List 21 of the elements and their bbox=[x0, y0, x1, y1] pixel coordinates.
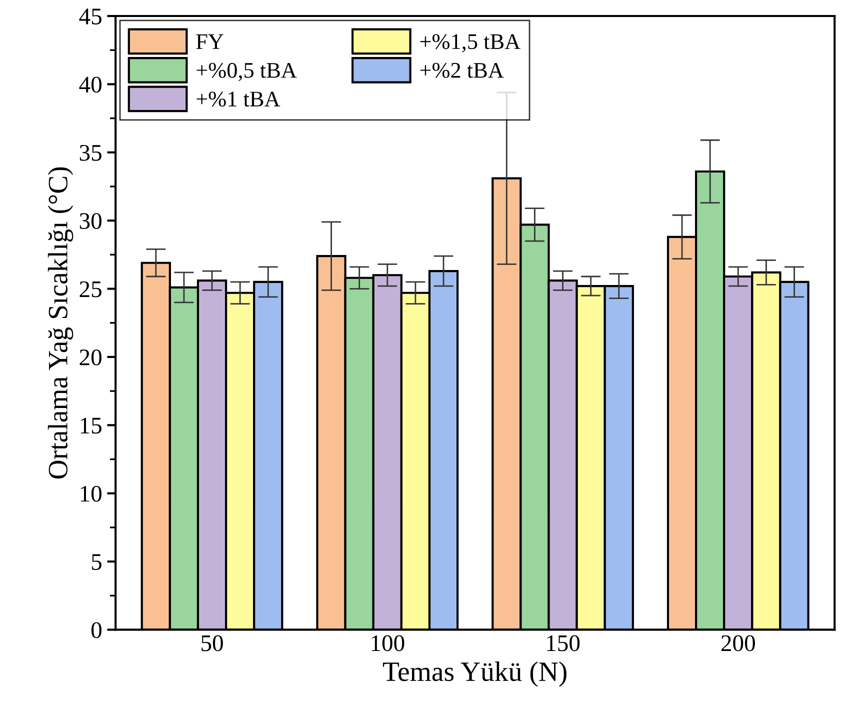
legend-label: +%2 tBA bbox=[420, 62, 504, 78]
x-axis-title: Temas Yükü (N) bbox=[382, 662, 566, 687]
y-tick-label: 45 bbox=[79, 8, 102, 24]
y-tick-label: 30 bbox=[80, 213, 102, 230]
y-tick-label: 20 bbox=[80, 349, 102, 366]
x-tick-label: 100 bbox=[372, 635, 404, 652]
y-tick-label: 5 bbox=[92, 554, 102, 570]
y-tick-label: 40 bbox=[79, 76, 102, 93]
y-tick-label: 10 bbox=[80, 486, 102, 502]
x-tick-label: 50 bbox=[202, 635, 223, 652]
y-tick-label: 0 bbox=[91, 622, 102, 638]
legend-label: +%1,5 tBA bbox=[420, 34, 520, 52]
legend-label: +%0,5 tBA bbox=[196, 62, 297, 82]
legend-label: FY bbox=[196, 34, 224, 49]
x-tick-label: 200 bbox=[721, 635, 755, 652]
y-tick-label: 25 bbox=[80, 281, 102, 298]
y-tick-label: 15 bbox=[80, 418, 102, 434]
legend-label: +%1 tBA bbox=[196, 92, 280, 107]
y-axis-title: Ortalama Yağ Sıcaklığı (°C) bbox=[48, 167, 74, 478]
y-tick-label: 35 bbox=[80, 144, 102, 161]
x-tick-label: 150 bbox=[547, 635, 580, 652]
